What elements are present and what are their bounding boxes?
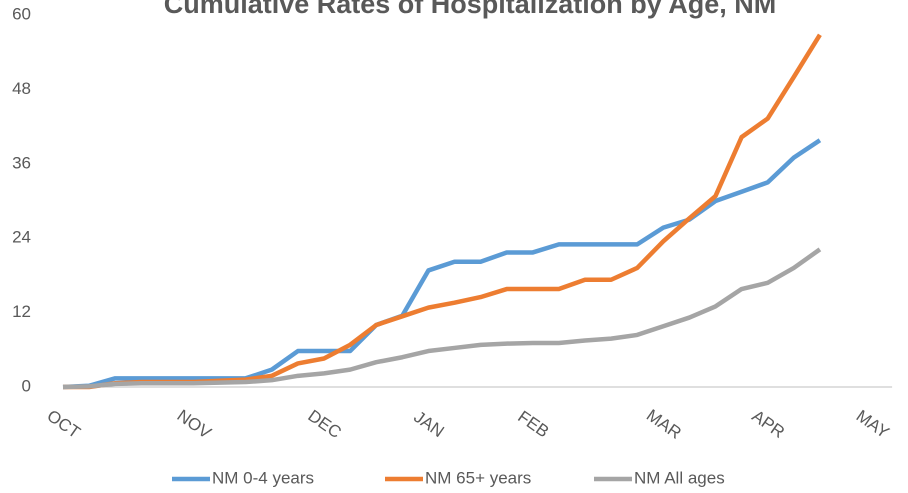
series-line <box>63 33 822 390</box>
y-tick-label: 48 <box>12 79 31 98</box>
chart-title: Cumulative Rates of Hospitalization by A… <box>164 0 777 19</box>
y-tick-label: 24 <box>12 228 31 247</box>
x-tick-label: FEB <box>514 407 552 442</box>
x-tick-label: JAN <box>410 407 447 441</box>
y-tick-label: 60 <box>12 4 31 23</box>
legend: NM 0-4 years NM 65+ years NM All ages <box>172 468 725 487</box>
x-tick-label: APR <box>749 406 789 442</box>
y-tick-label: 0 <box>22 376 31 395</box>
legend-label: NM All ages <box>634 468 725 487</box>
x-tick-label: DEC <box>304 406 344 442</box>
x-tick-label: MAR <box>643 406 685 443</box>
y-tick-label: 12 <box>12 302 31 321</box>
x-tick-label: OCT <box>43 406 83 442</box>
x-tick-label: MAY <box>853 406 893 442</box>
legend-label: NM 0-4 years <box>212 468 314 487</box>
x-tick-label: NOV <box>174 406 216 443</box>
y-tick-label: 36 <box>12 153 31 172</box>
series-line <box>62 247 822 390</box>
legend-label: NM 65+ years <box>425 468 531 487</box>
